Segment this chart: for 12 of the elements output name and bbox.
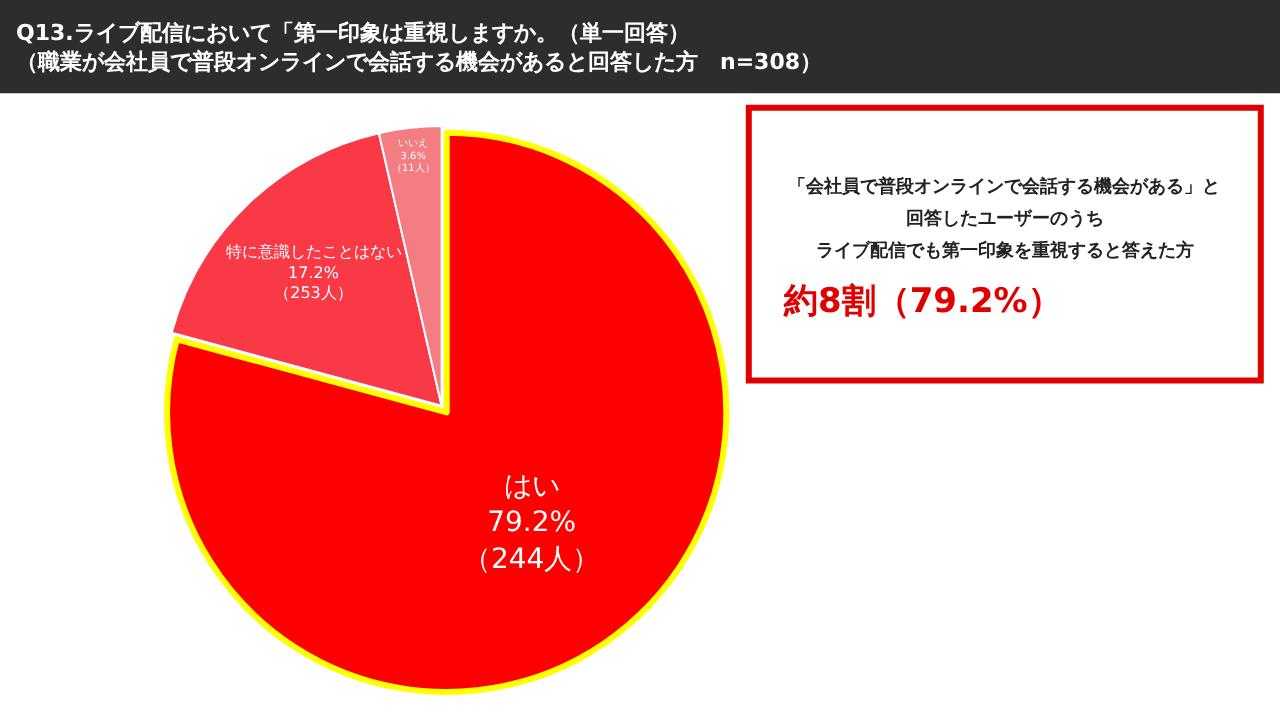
pie-slice (164, 129, 730, 695)
slice-label: 特に意識したことはない (225, 242, 402, 261)
pie-slice (170, 132, 443, 407)
text: 回答したユーザーのうち (906, 208, 1104, 230)
data-label: 79.2% （244人） (462, 507, 601, 576)
text: ライブ配信でも第一印象を重視すると答えた方 (816, 240, 1194, 262)
text: 約8割（79.2%） (782, 282, 1062, 322)
chart-title: Q13.ライブ配信において「第一印象は重視しますか。（単一回答） (16, 20, 690, 46)
data-label: 17.2% （253人） (274, 263, 353, 303)
slice-label: はい (503, 470, 560, 503)
text: 「会社員で普段オンラインで会話する機会がある」と (788, 174, 1220, 198)
chart-subtitle: （職業が会社員で普段オンラインで会話する機会があると回答した方 n=308） (16, 48, 823, 75)
